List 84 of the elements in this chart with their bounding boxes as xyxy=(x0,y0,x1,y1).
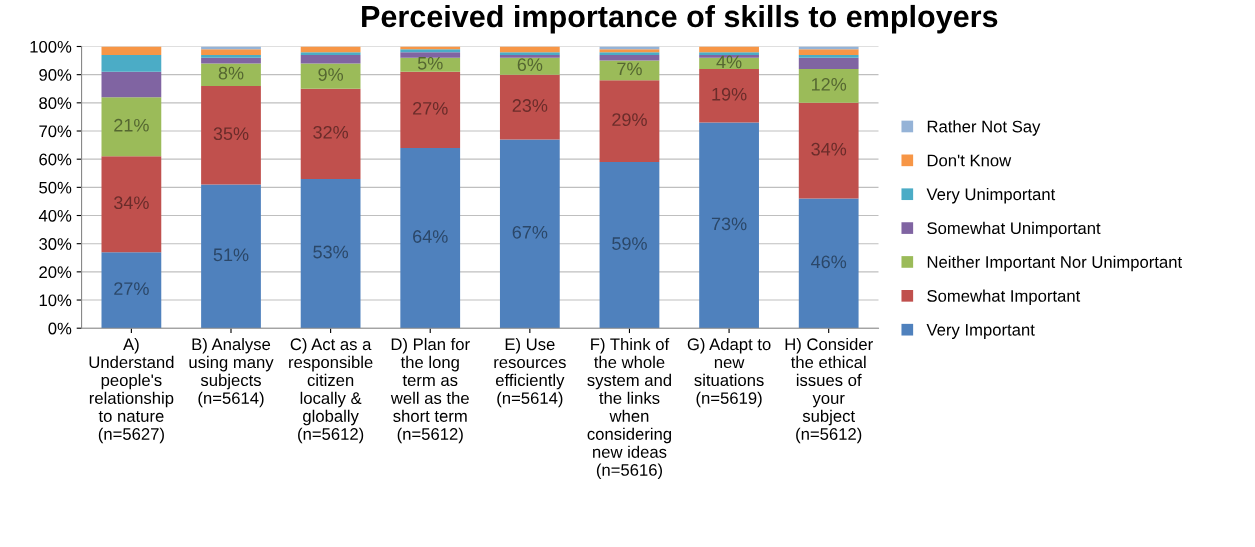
y-tick-label: 0% xyxy=(48,322,72,335)
data-label: 59% xyxy=(612,237,647,250)
bar xyxy=(300,52,361,55)
bar xyxy=(798,198,859,329)
y-tick-label: 50% xyxy=(39,181,72,194)
data-label: 27% xyxy=(413,101,448,115)
data-label: 7% xyxy=(617,62,642,76)
legend-label: Somewhat Unimportant xyxy=(927,221,1101,238)
x-tick-label: B) Analyse using many subjects (n=5614) xyxy=(189,337,274,408)
bar xyxy=(798,54,859,58)
data-label: 9% xyxy=(318,68,344,81)
x-tick-label: G) Adapt to new situations (n=5619) xyxy=(687,337,771,408)
bar xyxy=(499,74,560,140)
bar xyxy=(599,80,660,162)
chart-title: Perceived importance of skills to employers xyxy=(362,4,998,34)
bar xyxy=(400,52,461,58)
y-tick-label: 80% xyxy=(39,97,72,110)
bar xyxy=(798,69,859,103)
bar xyxy=(300,178,361,329)
y-tick-label: 70% xyxy=(39,125,72,138)
bar xyxy=(699,122,759,329)
data-label: 4% xyxy=(716,55,742,69)
data-label: 64% xyxy=(413,230,448,243)
data-label: 73% xyxy=(711,217,747,231)
bar xyxy=(798,57,859,70)
data-label: 32% xyxy=(313,125,349,139)
legend-label: Neither Important Nor Unimportant xyxy=(927,255,1182,272)
bar xyxy=(101,54,162,72)
data-label: 5% xyxy=(417,56,443,70)
bar xyxy=(699,69,759,123)
legend-label: Rather Not Say xyxy=(927,120,1041,136)
bar xyxy=(499,139,560,329)
x-tick-label: F) Think of the whole system and the links when considering new ideas (n=5616) xyxy=(587,337,672,480)
bar xyxy=(101,46,162,55)
bar xyxy=(101,71,162,98)
data-label: 12% xyxy=(812,77,847,91)
bar xyxy=(201,85,261,185)
y-tick-label: 20% xyxy=(39,266,72,279)
x-tick-label: A) Understand people's relationship to nature (n=5627) xyxy=(89,337,174,444)
y-tick-label: 60% xyxy=(39,153,72,166)
data-label: 21% xyxy=(114,118,149,132)
data-label: 23% xyxy=(512,99,548,112)
bar xyxy=(400,147,461,329)
bar xyxy=(201,63,261,86)
y-tick-label: 10% xyxy=(39,294,72,307)
legend-label: Somewhat Important xyxy=(927,289,1081,306)
bar xyxy=(101,156,162,253)
y-tick-label: 30% xyxy=(39,238,72,250)
data-label: 67% xyxy=(512,225,548,239)
bar xyxy=(798,49,859,55)
data-label: 6% xyxy=(517,58,543,72)
bar xyxy=(599,54,660,61)
bar xyxy=(400,71,461,148)
y-tick-label: 100% xyxy=(30,40,72,53)
bar xyxy=(201,54,261,58)
legend-label: Don't Know xyxy=(927,154,1012,167)
data-label: 29% xyxy=(612,113,647,126)
data-label: 34% xyxy=(114,196,149,210)
bar xyxy=(300,63,361,89)
y-tick-label: 90% xyxy=(39,69,72,81)
legend-label: Very Unimportant xyxy=(926,187,1056,204)
bar xyxy=(201,49,261,55)
data-label: 46% xyxy=(811,255,847,269)
y-tick-label: 40% xyxy=(38,209,72,222)
data-label: 8% xyxy=(218,66,244,80)
x-tick-label: H) Consider the ethical issues of your subject (n=5612) xyxy=(785,337,873,444)
bar xyxy=(101,252,162,329)
bar xyxy=(798,102,859,199)
bar xyxy=(101,97,162,157)
data-label: 19% xyxy=(712,87,747,101)
data-label: 53% xyxy=(313,245,349,259)
bar xyxy=(300,54,361,64)
x-tick-label: E) Use resources efficiently (n=5614) xyxy=(494,337,566,408)
bar xyxy=(499,57,560,75)
bar xyxy=(201,184,261,329)
bar xyxy=(300,88,361,179)
x-tick-label: D) Plan for the long term as well as the short term (n=5612) xyxy=(390,337,470,444)
bar xyxy=(599,161,660,329)
legend-label: Very Important xyxy=(926,324,1035,339)
data-label: 51% xyxy=(213,248,249,262)
data-label: 34% xyxy=(811,142,847,156)
data-label: 35% xyxy=(213,127,249,141)
data-label: 27% xyxy=(114,282,149,295)
x-tick-label: C) Act as a responsible citizen locally & globally (n=5612) xyxy=(289,337,373,444)
